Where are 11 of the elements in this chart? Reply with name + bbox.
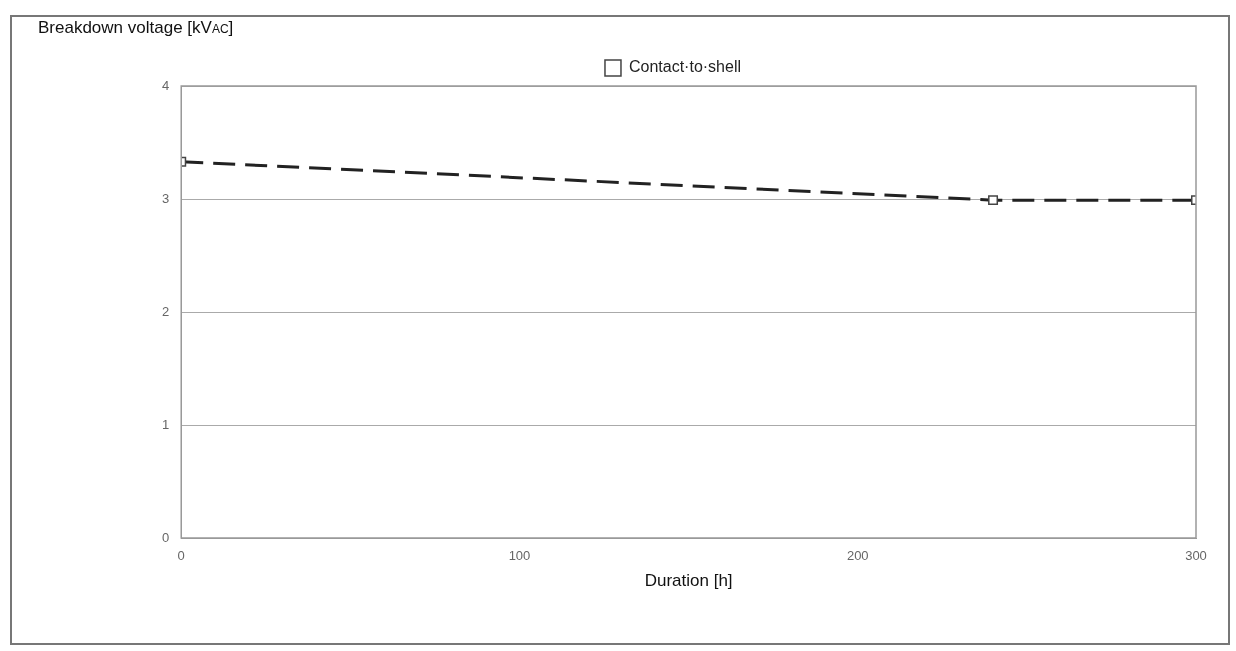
y-tick-label: 1 [162, 416, 170, 432]
x-tick-label: 300 [1185, 548, 1207, 564]
y-tick-label: 3 [162, 190, 170, 206]
y-tick-label: 4 [162, 77, 170, 93]
x-axis-title: Duration [h] [644, 571, 733, 591]
y-tick-label: 2 [162, 303, 170, 319]
legend-label: Contact·to·shell [628, 58, 742, 76]
x-tick-label: 200 [846, 548, 869, 564]
x-tick-label: 100 [508, 548, 531, 564]
y-tick-label: 0 [162, 529, 170, 545]
x-tick-label: 0 [177, 548, 185, 564]
